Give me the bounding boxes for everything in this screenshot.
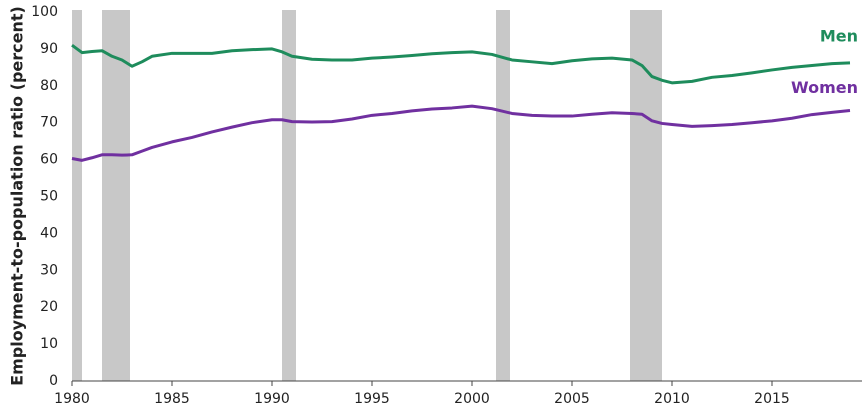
y-tick-label: 10 — [40, 336, 58, 352]
x-tick-label: 2000 — [454, 391, 490, 407]
y-tick-label: 100 — [31, 4, 58, 20]
y-tick-label: 20 — [40, 299, 58, 315]
y-tick-label: 30 — [40, 262, 58, 278]
x-tick-label: 2005 — [554, 391, 590, 407]
x-tick-label: 1990 — [254, 391, 290, 407]
recession-band — [496, 10, 510, 381]
y-tick-label: 80 — [40, 78, 58, 94]
y-tick-label: 70 — [40, 115, 58, 131]
series-line — [71, 104, 851, 162]
series-label: Men — [820, 26, 858, 45]
recession-band — [72, 10, 82, 381]
recession-band — [630, 10, 662, 381]
recession-band — [102, 10, 130, 381]
x-tick-label: 1995 — [354, 391, 390, 407]
y-tick-label: 90 — [40, 41, 58, 57]
y-tick-label: 50 — [40, 189, 58, 205]
series-label: Women — [791, 78, 858, 97]
series-line — [71, 44, 851, 85]
x-tick-label: 2010 — [654, 391, 690, 407]
x-tick-label: 2015 — [754, 391, 790, 407]
y-axis-title: Employment-to-population ratio (percent) — [8, 6, 27, 386]
y-tick-label: 60 — [40, 152, 58, 168]
x-tick-label: 1985 — [154, 391, 190, 407]
recession-band — [282, 10, 296, 381]
y-tick-label: 0 — [49, 373, 58, 389]
x-tick-label: 1980 — [54, 391, 90, 407]
y-tick-label: 40 — [40, 225, 58, 241]
